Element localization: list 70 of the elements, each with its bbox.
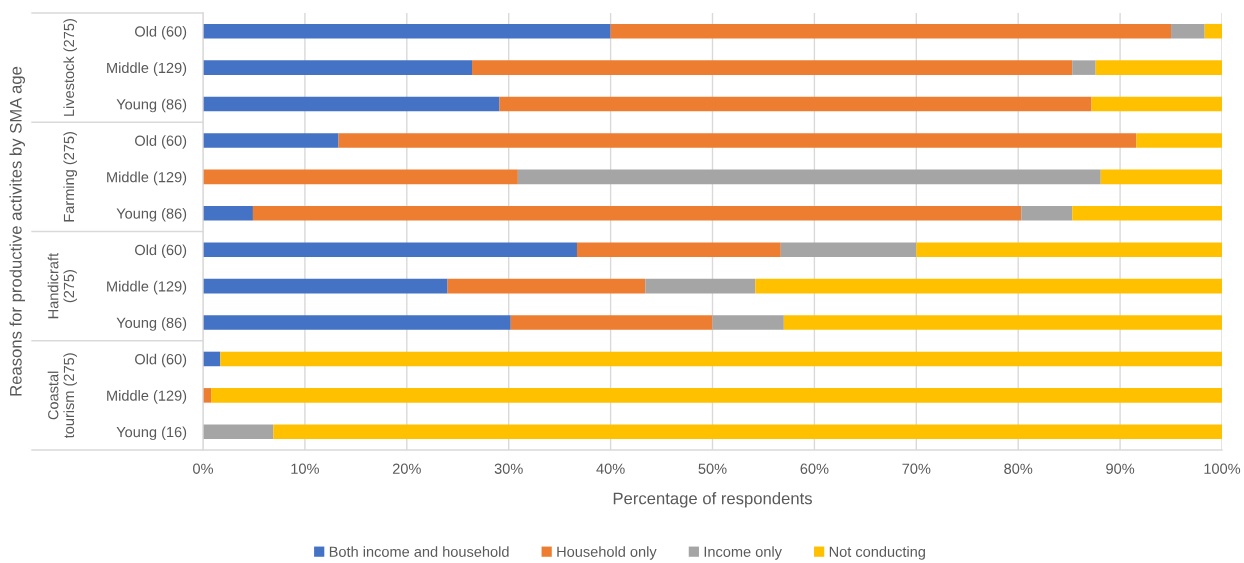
y-axis-title: Reasons for productive activites by SMA age [9, 66, 25, 396]
y-tick-label: Middle (129) [107, 280, 187, 295]
y-tick-label: Old (60) [135, 135, 187, 149]
x-tick-label: 0% [193, 463, 214, 474]
legend-label: Both income and household [329, 546, 509, 557]
bar [203, 242, 577, 257]
x-tick-label: 100% [1204, 463, 1241, 474]
bar [203, 169, 518, 185]
x-tick-label: 30% [494, 463, 523, 474]
y-tick-label: Old (60) [135, 25, 187, 40]
bar [338, 133, 1137, 148]
bar [1171, 23, 1205, 39]
bar [645, 278, 756, 294]
y-tick-label: Middle (129) [107, 171, 187, 186]
bar [203, 23, 611, 39]
legend-label: Not conducting [829, 546, 925, 560]
bar [916, 242, 1222, 257]
bar [499, 96, 1092, 112]
text: Handicraft (275) [47, 253, 77, 319]
bar [1091, 96, 1222, 112]
x-tick-label: 20% [392, 463, 421, 474]
y-tick-label: Middle (129) [107, 62, 187, 76]
bar [472, 60, 1073, 75]
text: Coastal tourism (275) [47, 353, 77, 439]
bar [203, 278, 448, 294]
bar [203, 96, 500, 112]
bar [273, 424, 1222, 440]
bar [203, 315, 511, 330]
bar [1095, 60, 1222, 75]
bar [211, 388, 1222, 403]
bar [203, 206, 253, 221]
text: Farming (275) [63, 131, 77, 222]
y-tick-label: Young (86) [116, 98, 187, 113]
y-tick-label: Young (86) [116, 208, 187, 222]
legend-label: Household only [557, 546, 657, 560]
bar [1136, 133, 1222, 148]
x-tick-label: 10% [291, 463, 319, 474]
bar [1072, 206, 1222, 221]
y-tick-label: Young (86) [116, 317, 187, 331]
bar [252, 206, 1022, 221]
bar [220, 351, 1222, 367]
x-tick-label: 80% [1004, 463, 1033, 474]
bar [1100, 169, 1222, 185]
y-tick-label: Middle (129) [107, 390, 187, 404]
x-tick-label: 70% [902, 463, 931, 474]
bar [1072, 60, 1096, 75]
y-tick-label: Old (60) [135, 244, 187, 259]
bar [610, 23, 1172, 39]
x-tick-label: 60% [800, 463, 829, 474]
bar [576, 242, 781, 257]
bar [510, 315, 713, 330]
bar [755, 278, 1222, 294]
y-tick-label: Old (60) [135, 353, 187, 368]
bar [447, 278, 646, 294]
legend-label: Income only [704, 546, 782, 560]
bar [203, 60, 473, 75]
bar [517, 169, 1101, 185]
bar [780, 242, 917, 257]
x-tick-label: 90% [1106, 463, 1135, 474]
x-axis-title: Percentage of respondents [613, 492, 812, 508]
bar [712, 315, 784, 330]
bar [1021, 206, 1073, 221]
bar [203, 133, 339, 148]
x-tick-label: 40% [596, 463, 625, 474]
text: Livestock (275) [63, 19, 77, 116]
x-tick-label: 50% [698, 463, 727, 474]
bar [783, 315, 1222, 330]
bar [1204, 23, 1222, 39]
bar [203, 424, 274, 440]
y-tick-label: Young (16) [116, 426, 187, 441]
